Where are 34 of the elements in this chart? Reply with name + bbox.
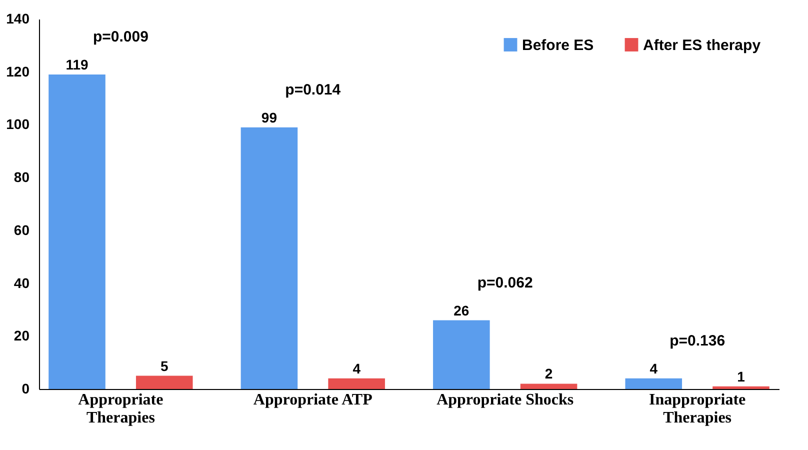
x-tick-label: Appropriate Shocks: [436, 392, 574, 408]
y-tick-label: 0: [22, 380, 30, 396]
bar: [136, 376, 193, 389]
annotation: p=0.014: [285, 81, 342, 98]
y-tick-label: 80: [14, 169, 30, 186]
data-label: 2: [544, 366, 553, 382]
x-tick-label: Appropriate ATP: [253, 392, 373, 408]
x-tick-label: Appropriate Therapies: [78, 392, 164, 426]
bar: [328, 378, 385, 389]
bar: [240, 127, 298, 389]
data-label: 4: [352, 360, 361, 376]
y-tick-label: 140: [6, 10, 30, 26]
data-label: 99: [261, 109, 278, 126]
bar: [48, 74, 106, 389]
y-tick-label: 60: [14, 222, 30, 238]
bar: [433, 320, 490, 389]
legend-label: Before ES: [522, 36, 594, 54]
data-label: 5: [160, 358, 168, 374]
bar: [712, 386, 770, 389]
annotation: p=0.009: [92, 28, 148, 46]
data-label: 119: [66, 56, 89, 72]
data-label: 4: [650, 360, 658, 376]
legend-label: After ES therapy: [643, 36, 762, 54]
annotation: p=0.136: [670, 332, 726, 350]
y-tick-label: 40: [14, 274, 30, 291]
y-tick-label: 20: [14, 328, 30, 344]
x-tick-label: Inappropriate Therapies: [649, 392, 746, 426]
y-tick-label: 100: [6, 116, 30, 132]
bar: [625, 378, 682, 389]
data-label: 26: [454, 302, 470, 318]
y-tick-label: 120: [6, 63, 30, 80]
bar: [520, 384, 578, 389]
annotation: p=0.062: [477, 274, 533, 292]
data-label: 1: [737, 368, 746, 384]
